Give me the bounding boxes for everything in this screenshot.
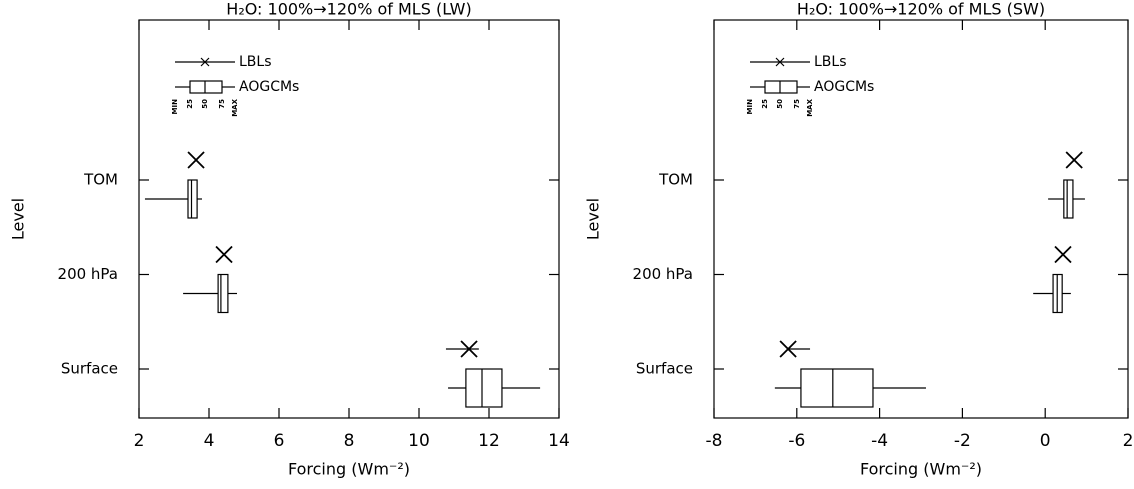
x-tick-label: -4 — [871, 431, 888, 451]
lbl-marker — [1054, 245, 1072, 264]
y-tick-label: TOM — [83, 171, 118, 189]
lbl-marker — [187, 151, 205, 169]
legend-box-label: 75 — [793, 99, 801, 109]
lbl-marker — [215, 245, 233, 264]
x-tick-label: 12 — [478, 431, 500, 451]
x-tick-label: -8 — [706, 431, 723, 451]
legend-box-label: 50 — [201, 99, 209, 109]
legend-box-label: MAX — [231, 98, 239, 116]
x-tick-label: 8 — [344, 431, 355, 451]
chart-title: H₂O: 100%→120% of MLS (LW) — [226, 0, 471, 19]
y-tick-label: 200 hPa — [633, 265, 693, 283]
legend-box-label: MAX — [806, 98, 814, 116]
y-tick-label: Surface — [636, 360, 693, 378]
legend-label: AOGCMs — [814, 79, 874, 95]
x-tick-label: 2 — [1123, 431, 1134, 451]
y-tick-label: TOM — [658, 171, 693, 189]
legend-label: LBLs — [239, 54, 272, 70]
legend-marker — [200, 57, 210, 67]
legend-label: AOGCMs — [239, 79, 299, 95]
lbl-marker — [779, 340, 797, 358]
x-tick-label: -6 — [788, 431, 805, 451]
x-tick-label: 2 — [134, 431, 145, 451]
legend-box-label: 25 — [186, 99, 194, 109]
x-tick-label: 10 — [408, 431, 430, 451]
legend-box-label: 25 — [761, 99, 769, 109]
y-tick-label: 200 hPa — [58, 265, 118, 283]
legend-marker — [775, 57, 785, 67]
y-tick-label: Surface — [61, 360, 118, 378]
y-axis-label: Level — [584, 198, 603, 240]
x-tick-label: 4 — [204, 431, 215, 451]
legend-box-label: 50 — [776, 99, 784, 109]
legend-label: LBLs — [814, 54, 847, 70]
chart-title: H₂O: 100%→120% of MLS (SW) — [797, 0, 1045, 19]
box — [217, 273, 229, 314]
box — [187, 179, 198, 219]
legend-box — [764, 80, 798, 94]
legend-box-label: 75 — [218, 99, 226, 109]
x-tick-label: 6 — [274, 431, 285, 451]
y-axis-label: Level — [9, 198, 28, 240]
plot-frame — [138, 19, 560, 419]
lbl-marker — [1065, 151, 1083, 169]
x-tick-label: 0 — [1040, 431, 1051, 451]
legend-box — [189, 80, 223, 94]
plot-frame — [713, 19, 1129, 419]
x-tick-label: 14 — [548, 431, 570, 451]
lbl-marker — [460, 340, 478, 358]
legend-box-label: MIN — [171, 99, 179, 115]
legend-box-label: MIN — [746, 99, 754, 115]
box — [800, 368, 874, 408]
x-axis-label: Forcing (Wm⁻²) — [288, 460, 410, 479]
x-tick-label: -2 — [954, 431, 971, 451]
box — [465, 368, 503, 408]
box — [1063, 179, 1074, 219]
x-axis-label: Forcing (Wm⁻²) — [860, 460, 982, 479]
